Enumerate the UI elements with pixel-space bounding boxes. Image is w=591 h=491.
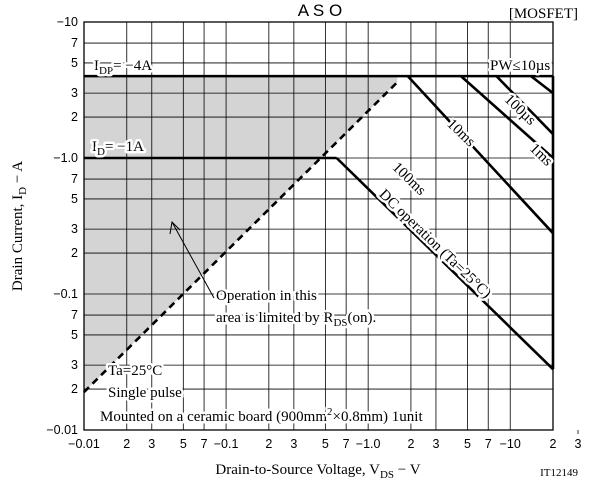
series-label: ID= −1A	[92, 139, 144, 158]
series-label-part: DP	[99, 65, 113, 77]
series-label-part: D	[97, 146, 105, 158]
x-tick-label: 5	[322, 437, 329, 451]
annotation-part: ×0.8mm) 1unit	[333, 409, 424, 425]
y-tick-label: 5	[71, 56, 78, 70]
series-label-part: I	[92, 139, 97, 155]
annotation: Ta=25°C	[108, 363, 162, 379]
annotation: PW≤10µs	[490, 58, 550, 74]
x-tick-label: 3	[290, 437, 297, 451]
x-tick-label: 2	[123, 437, 130, 451]
y-tick-label: −10	[57, 15, 78, 29]
y-tick-label: 5	[71, 192, 78, 206]
x-tick-label: 2	[407, 437, 414, 451]
series-label: DC operation (Ta=25°C)	[376, 187, 494, 302]
annotation-part: DS	[333, 317, 347, 329]
limit-line	[495, 75, 554, 135]
x-tick-label: 7	[343, 437, 350, 451]
x-axis-title: Drain-to-Source Voltage, VDS − V	[215, 462, 420, 481]
y-tick-label: −0.01	[46, 423, 78, 437]
x-tick-label: 3	[148, 437, 155, 451]
limit-line	[406, 75, 554, 235]
x-tick-label: 2	[550, 437, 557, 451]
limit-line	[460, 75, 554, 159]
figure-code: IT12149	[540, 467, 578, 479]
x-tick-label: 3	[575, 437, 582, 451]
series-label-part: = −4A	[113, 58, 152, 74]
annotation-part: area is limited by R	[216, 310, 333, 326]
limit-line	[530, 75, 554, 95]
y-tick-label: 2	[71, 246, 78, 260]
y-tick-label: 3	[71, 86, 78, 100]
annotation-part: 2	[327, 406, 333, 418]
y-tick-label: −1.0	[53, 151, 78, 165]
y-tick-label: −0.1	[53, 287, 78, 301]
x-tick-label: 7	[201, 437, 208, 451]
x-tick-label: 2	[265, 437, 272, 451]
y-axis-title: Drain Current, ID − A	[10, 161, 29, 291]
y-tick-label: 7	[71, 172, 78, 186]
x-tick-label: −0.01	[68, 437, 100, 451]
series-label: IDP= −4A	[94, 58, 152, 77]
annotation: Mounted on a ceramic board (900mm2×0.8mm…	[100, 406, 423, 425]
annotation-arrow	[169, 220, 215, 299]
x-tick-label: −1.0	[356, 437, 381, 451]
x-tick-label: −10	[500, 437, 521, 451]
x-axis-title-part: DS	[380, 469, 394, 481]
x-tick-label: −0.1	[214, 437, 239, 451]
x-tick-label: 3	[432, 437, 439, 451]
y-tick-label: 7	[71, 36, 78, 50]
y-tick-label: 2	[71, 110, 78, 124]
x-tick-label: 5	[180, 437, 187, 451]
y-axis-title-part: D	[17, 187, 29, 195]
series-label-part: I	[94, 58, 99, 74]
annotation: area is limited by RDS(on).	[216, 310, 376, 329]
y-axis-title-part: Drain Current, I	[10, 195, 26, 291]
x-tick-label: 5	[464, 437, 471, 451]
chart-title: A S O	[298, 1, 342, 20]
series-label: 100µs	[501, 92, 539, 129]
series-label-part: = −1A	[105, 139, 144, 155]
x-tick-label: 7	[485, 437, 492, 451]
y-tick-label: 2	[71, 382, 78, 396]
y-tick-label: 7	[71, 308, 78, 322]
annotation: Operation in this	[216, 288, 317, 304]
annotation: Single pulse	[108, 385, 182, 401]
y-tick-label: 3	[71, 358, 78, 372]
y-tick-label: 3	[71, 222, 78, 236]
limit-line	[335, 157, 554, 371]
y-tick-label: 5	[71, 328, 78, 342]
x-axis-title-part: Drain-to-Source Voltage, V	[215, 462, 380, 478]
annotation-part: (on).	[348, 310, 377, 326]
x-axis-title-part: − V	[394, 462, 421, 478]
y-axis-title-part: − A	[10, 161, 26, 187]
annotation-part: Mounted on a ceramic board (900mm	[100, 409, 327, 425]
device-tag: [MOSFET]	[509, 6, 578, 22]
series-label: 1ms	[526, 141, 555, 170]
limit-line-dashed	[83, 81, 399, 394]
